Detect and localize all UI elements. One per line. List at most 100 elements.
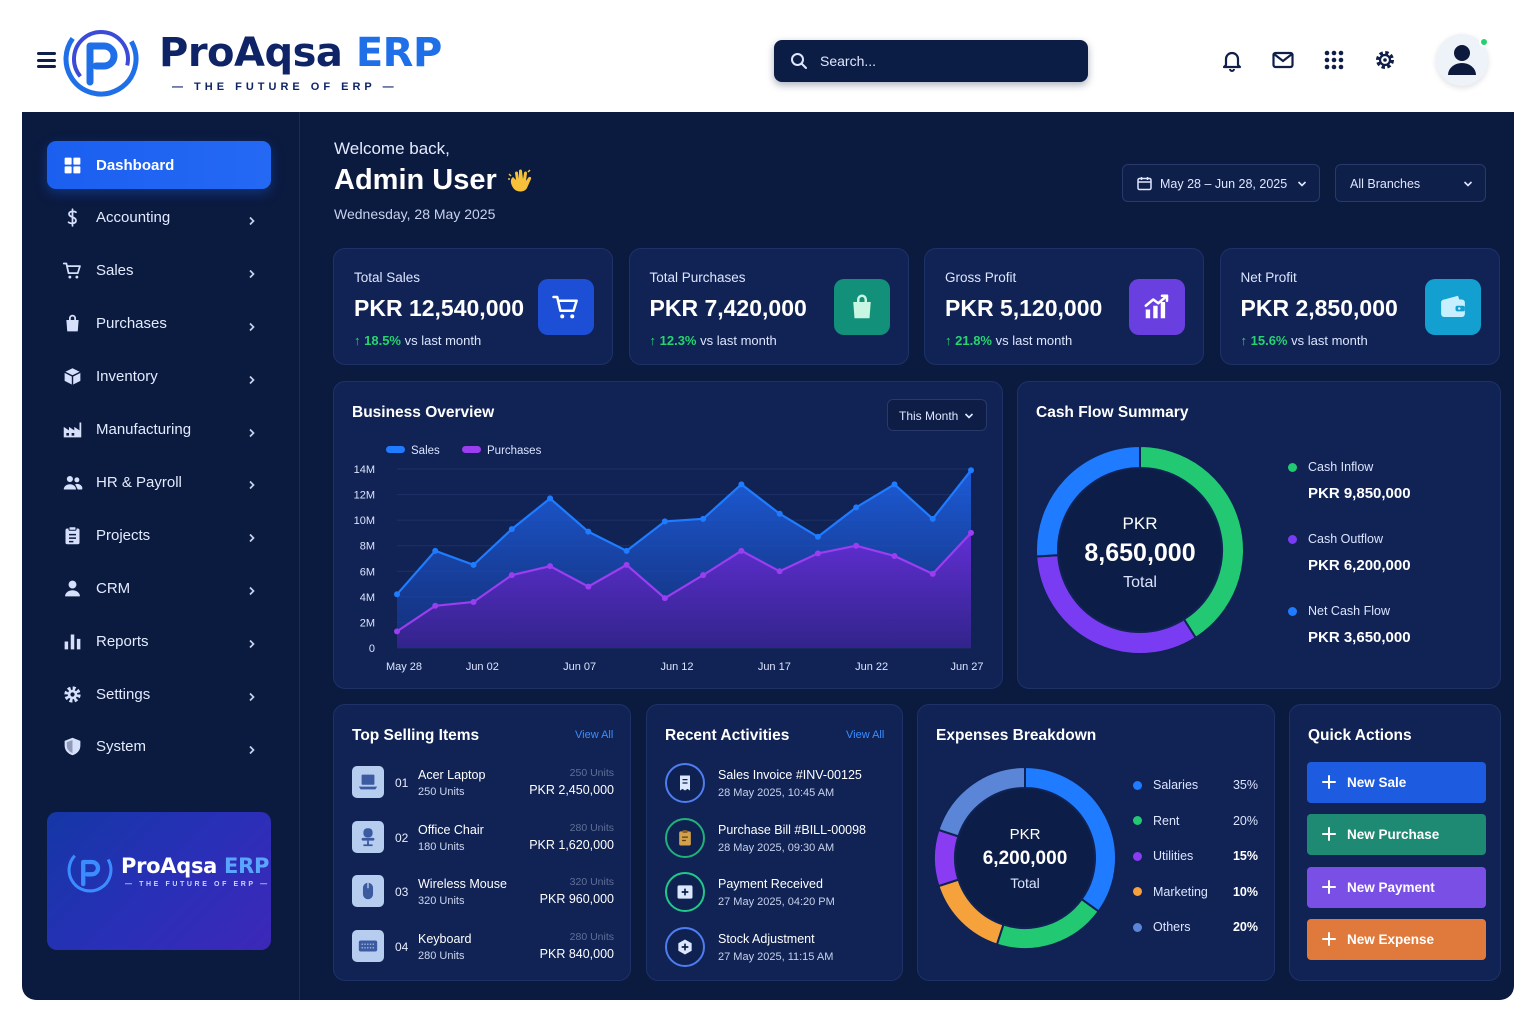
date-range-label: May 28 – Jun 28, 2025 <box>1160 177 1288 191</box>
calendar-icon <box>1137 177 1152 191</box>
sidebar-item-label: Inventory <box>96 368 158 386</box>
search-box[interactable] <box>774 40 1088 82</box>
cart-icon <box>61 260 83 282</box>
y-tick-label: 0 <box>369 643 375 655</box>
sidebar-item-dashboard[interactable]: Dashboard <box>47 141 271 189</box>
new-payment-button[interactable]: New Payment <box>1307 866 1486 908</box>
quick-actions-card: Quick Actions New Sale New Purchase New Pa… <box>1289 704 1501 981</box>
date-range-picker[interactable]: May 28 – Jun 28, 2025 <box>1122 164 1320 202</box>
chevron-right-icon <box>247 530 257 543</box>
kpi-change-percent: 21.8% <box>955 333 992 348</box>
activity-item[interactable]: Sales Invoice #INV-00125 28 May 2025, 10:… <box>665 763 895 807</box>
legend-swatch-sales <box>386 446 405 453</box>
sidebar-item-purchases[interactable]: Purchases <box>47 300 271 348</box>
cart-icon <box>538 279 594 335</box>
expenses-donut-hole <box>956 789 1094 927</box>
expenses-legend-salaries: Salaries 35% <box>1133 778 1258 792</box>
welcome-greeting: Welcome back, <box>334 139 450 158</box>
x-tick-label: Jun 17 <box>758 661 791 673</box>
legend-label-purchases: Purchases <box>487 445 542 457</box>
top-selling-view-all-link[interactable]: View All <box>575 729 614 741</box>
y-tick-label: 2M <box>360 617 375 629</box>
apps-grid-icon[interactable] <box>1322 48 1346 72</box>
kpi-card-total-purchases: Total Purchases PKR 7,420,000 ↑ 12.3% vs l… <box>628 248 909 365</box>
user-avatar[interactable] <box>1436 34 1489 86</box>
payment-icon <box>665 872 705 912</box>
legend-label: Utilities <box>1153 849 1194 864</box>
new-purchase-button[interactable]: New Purchase <box>1307 814 1486 856</box>
data-point-sales <box>968 467 974 474</box>
list-item[interactable]: 01 Acer Laptop 250 Units 250 Units PKR 2,450… <box>352 762 616 802</box>
data-point-sales <box>700 515 707 522</box>
kpi-change-suffix: vs last month <box>992 333 1073 348</box>
list-item[interactable]: 02 Office Chair 180 Units 280 Units PKR 1,62… <box>352 817 616 857</box>
chevron-right-icon <box>247 583 257 596</box>
sidebar-item-label: Sales <box>96 262 134 280</box>
new-sale-button[interactable]: New Sale <box>1307 762 1486 803</box>
list-item[interactable]: 04 Keyboard 280 Units 280 Units PKR 840,000 <box>352 926 616 966</box>
sidebar-item-label: Reports <box>96 632 149 650</box>
sidebar-item-reports[interactable]: Reports <box>47 617 271 665</box>
new-expense-button[interactable]: New Expense <box>1307 918 1486 960</box>
branch-select[interactable]: All Branches <box>1335 164 1486 202</box>
recent-activities-view-all-link[interactable]: View All <box>846 729 885 741</box>
x-tick-label: Jun 07 <box>563 661 596 673</box>
sidebar-item-crm[interactable]: CRM <box>47 564 271 612</box>
legend-dot <box>1133 922 1142 932</box>
bell-icon[interactable] <box>1220 48 1244 72</box>
sidebar-item-inventory[interactable]: Inventory <box>47 353 271 401</box>
activity-item[interactable]: Purchase Bill #BILL-00098 28 May 2025, 09… <box>665 817 895 862</box>
item-units-faded: 320 Units <box>569 876 614 888</box>
sidebar-item-system[interactable]: System <box>47 723 271 771</box>
activity-time: 28 May 2025, 09:30 AM <box>718 841 835 854</box>
activity-item[interactable]: Payment Received 27 May 2025, 04:20 PM <box>665 872 895 916</box>
activity-title: Sales Invoice #INV-00125 <box>718 768 862 782</box>
sidebar-item-settings[interactable]: Settings <box>47 670 271 718</box>
activity-time: 27 May 2025, 11:15 AM <box>718 950 834 963</box>
data-point-purchases <box>508 572 515 579</box>
expenses-center-value: 6,200,000 <box>982 848 1068 869</box>
item-rank: 01 <box>395 776 409 790</box>
y-tick-label: 8M <box>360 541 375 553</box>
quick-actions-title: Quick Actions <box>1308 727 1412 744</box>
quick-action-label: New Expense <box>1347 931 1435 947</box>
x-tick-label: Jun 12 <box>660 661 693 673</box>
chevron-right-icon <box>247 213 257 225</box>
sidebar-item-hr-payroll[interactable]: HR & Payroll <box>47 458 271 506</box>
cash-flow-card: Cash Flow Summary PKR 8,650,000 Total Ca… <box>1017 381 1501 689</box>
data-point-purchases <box>623 561 630 568</box>
cash-flow-center-value: 8,650,000 <box>1084 539 1196 567</box>
period-select[interactable]: This Month <box>887 399 987 431</box>
settings-gear-icon[interactable] <box>1373 48 1397 72</box>
search-input[interactable] <box>820 48 1070 74</box>
up-arrow-icon: ↑ <box>1240 333 1251 348</box>
dollar-icon <box>61 207 83 229</box>
data-point-sales <box>394 591 400 598</box>
kpi-label: Net Profit <box>1240 270 1297 285</box>
sidebar-item-sales[interactable]: Sales <box>47 247 271 295</box>
kpi-change-percent: 12.3% <box>659 333 697 348</box>
expenses-center-label: Total <box>1010 875 1040 891</box>
kpi-label: Gross Profit <box>945 270 1017 285</box>
sidebar-item-accounting[interactable]: Accounting <box>47 194 271 242</box>
sidebar-item-manufacturing[interactable]: Manufacturing <box>47 406 271 454</box>
legend-label: Marketing <box>1153 884 1208 899</box>
sidebar-item-projects[interactable]: Projects <box>47 511 271 559</box>
app-shell: Dashboard Accounting Sales Purchases Invento… <box>22 112 1514 1000</box>
hamburger-menu-icon[interactable] <box>37 52 56 68</box>
data-point-purchases <box>661 595 668 602</box>
mouse-icon <box>352 875 384 907</box>
kpi-label: Total Sales <box>354 270 421 285</box>
business-overview-chart: Sales Purchases 0 2M 4M 6M 8M 10M 12M 14M May 28 Ju… <box>354 445 984 673</box>
legend-label: Rent <box>1153 813 1180 828</box>
item-units: 280 Units <box>418 949 465 962</box>
item-value: PKR 1,620,000 <box>529 837 614 852</box>
line-sales <box>396 469 972 596</box>
mail-icon[interactable] <box>1271 48 1295 72</box>
activity-item[interactable]: Stock Adjustment 27 May 2025, 11:15 AM <box>665 926 895 971</box>
data-point-sales <box>661 518 668 525</box>
item-name: Acer Laptop <box>418 768 486 782</box>
item-name: Keyboard <box>418 931 472 946</box>
kpi-change: ↑ 18.5% vs last month <box>354 333 481 348</box>
list-item[interactable]: 03 Wireless Mouse 320 Units 320 Units PKR 96… <box>352 871 616 911</box>
